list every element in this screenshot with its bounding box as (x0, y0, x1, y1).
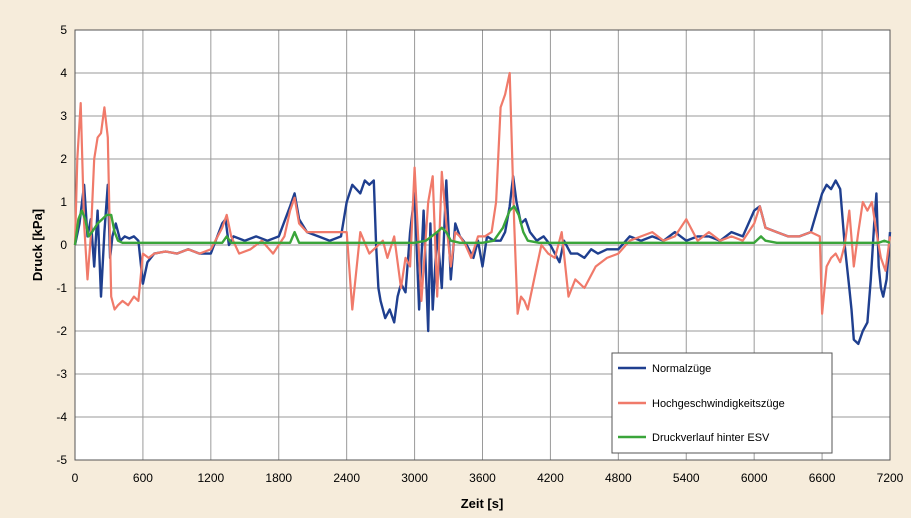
y-tick-label: -4 (56, 410, 67, 424)
x-tick-label: 1200 (197, 471, 224, 485)
legend: Normalzüge Hochgeschwindigkeitszüge Druc… (611, 352, 833, 454)
x-tick-label: 5400 (673, 471, 700, 485)
series-line-1 (73, 71, 892, 315)
x-tick-label: 1800 (265, 471, 292, 485)
y-tick-label: -5 (56, 453, 67, 467)
legend-label-hochgeschwindigkeit: Hochgeschwindigkeitszüge (652, 398, 785, 410)
x-tick-label: 3600 (469, 471, 496, 485)
y-tick-label: 3 (60, 109, 67, 123)
x-tick-label: 6600 (809, 471, 836, 485)
x-tick-label: 7200 (877, 471, 904, 485)
y-tick-label: 4 (60, 66, 67, 80)
y-axis-title: Druck [kPa] (30, 209, 45, 281)
legend-label-esv: Druckverlauf hinter ESV (652, 432, 770, 444)
x-tick-label: 2400 (333, 471, 360, 485)
y-tick-label: 2 (60, 152, 67, 166)
x-tick-label: 600 (133, 471, 153, 485)
y-tick-label: 5 (60, 23, 67, 37)
series-line-2 (73, 205, 891, 246)
y-tick-label: -1 (56, 281, 67, 295)
x-tick-label: 3000 (401, 471, 428, 485)
series-lines (73, 71, 892, 346)
legend-label-normal: Normalzüge (652, 363, 711, 375)
x-axis-title: Zeit [s] (461, 496, 504, 511)
x-tick-label: 6000 (741, 471, 768, 485)
y-tick-label: 1 (60, 195, 67, 209)
tick-labels: 0 600 1200 1800 2400 3000 3600 4200 4800 5400 6000… (56, 23, 903, 485)
x-tick-label: 4800 (605, 471, 632, 485)
x-tick-label: 0 (72, 471, 79, 485)
y-tick-label: -3 (56, 367, 67, 381)
y-tick-label: -2 (56, 324, 67, 338)
legend-box (611, 352, 833, 454)
x-tick-label: 4200 (537, 471, 564, 485)
y-tick-label: 0 (60, 238, 67, 252)
